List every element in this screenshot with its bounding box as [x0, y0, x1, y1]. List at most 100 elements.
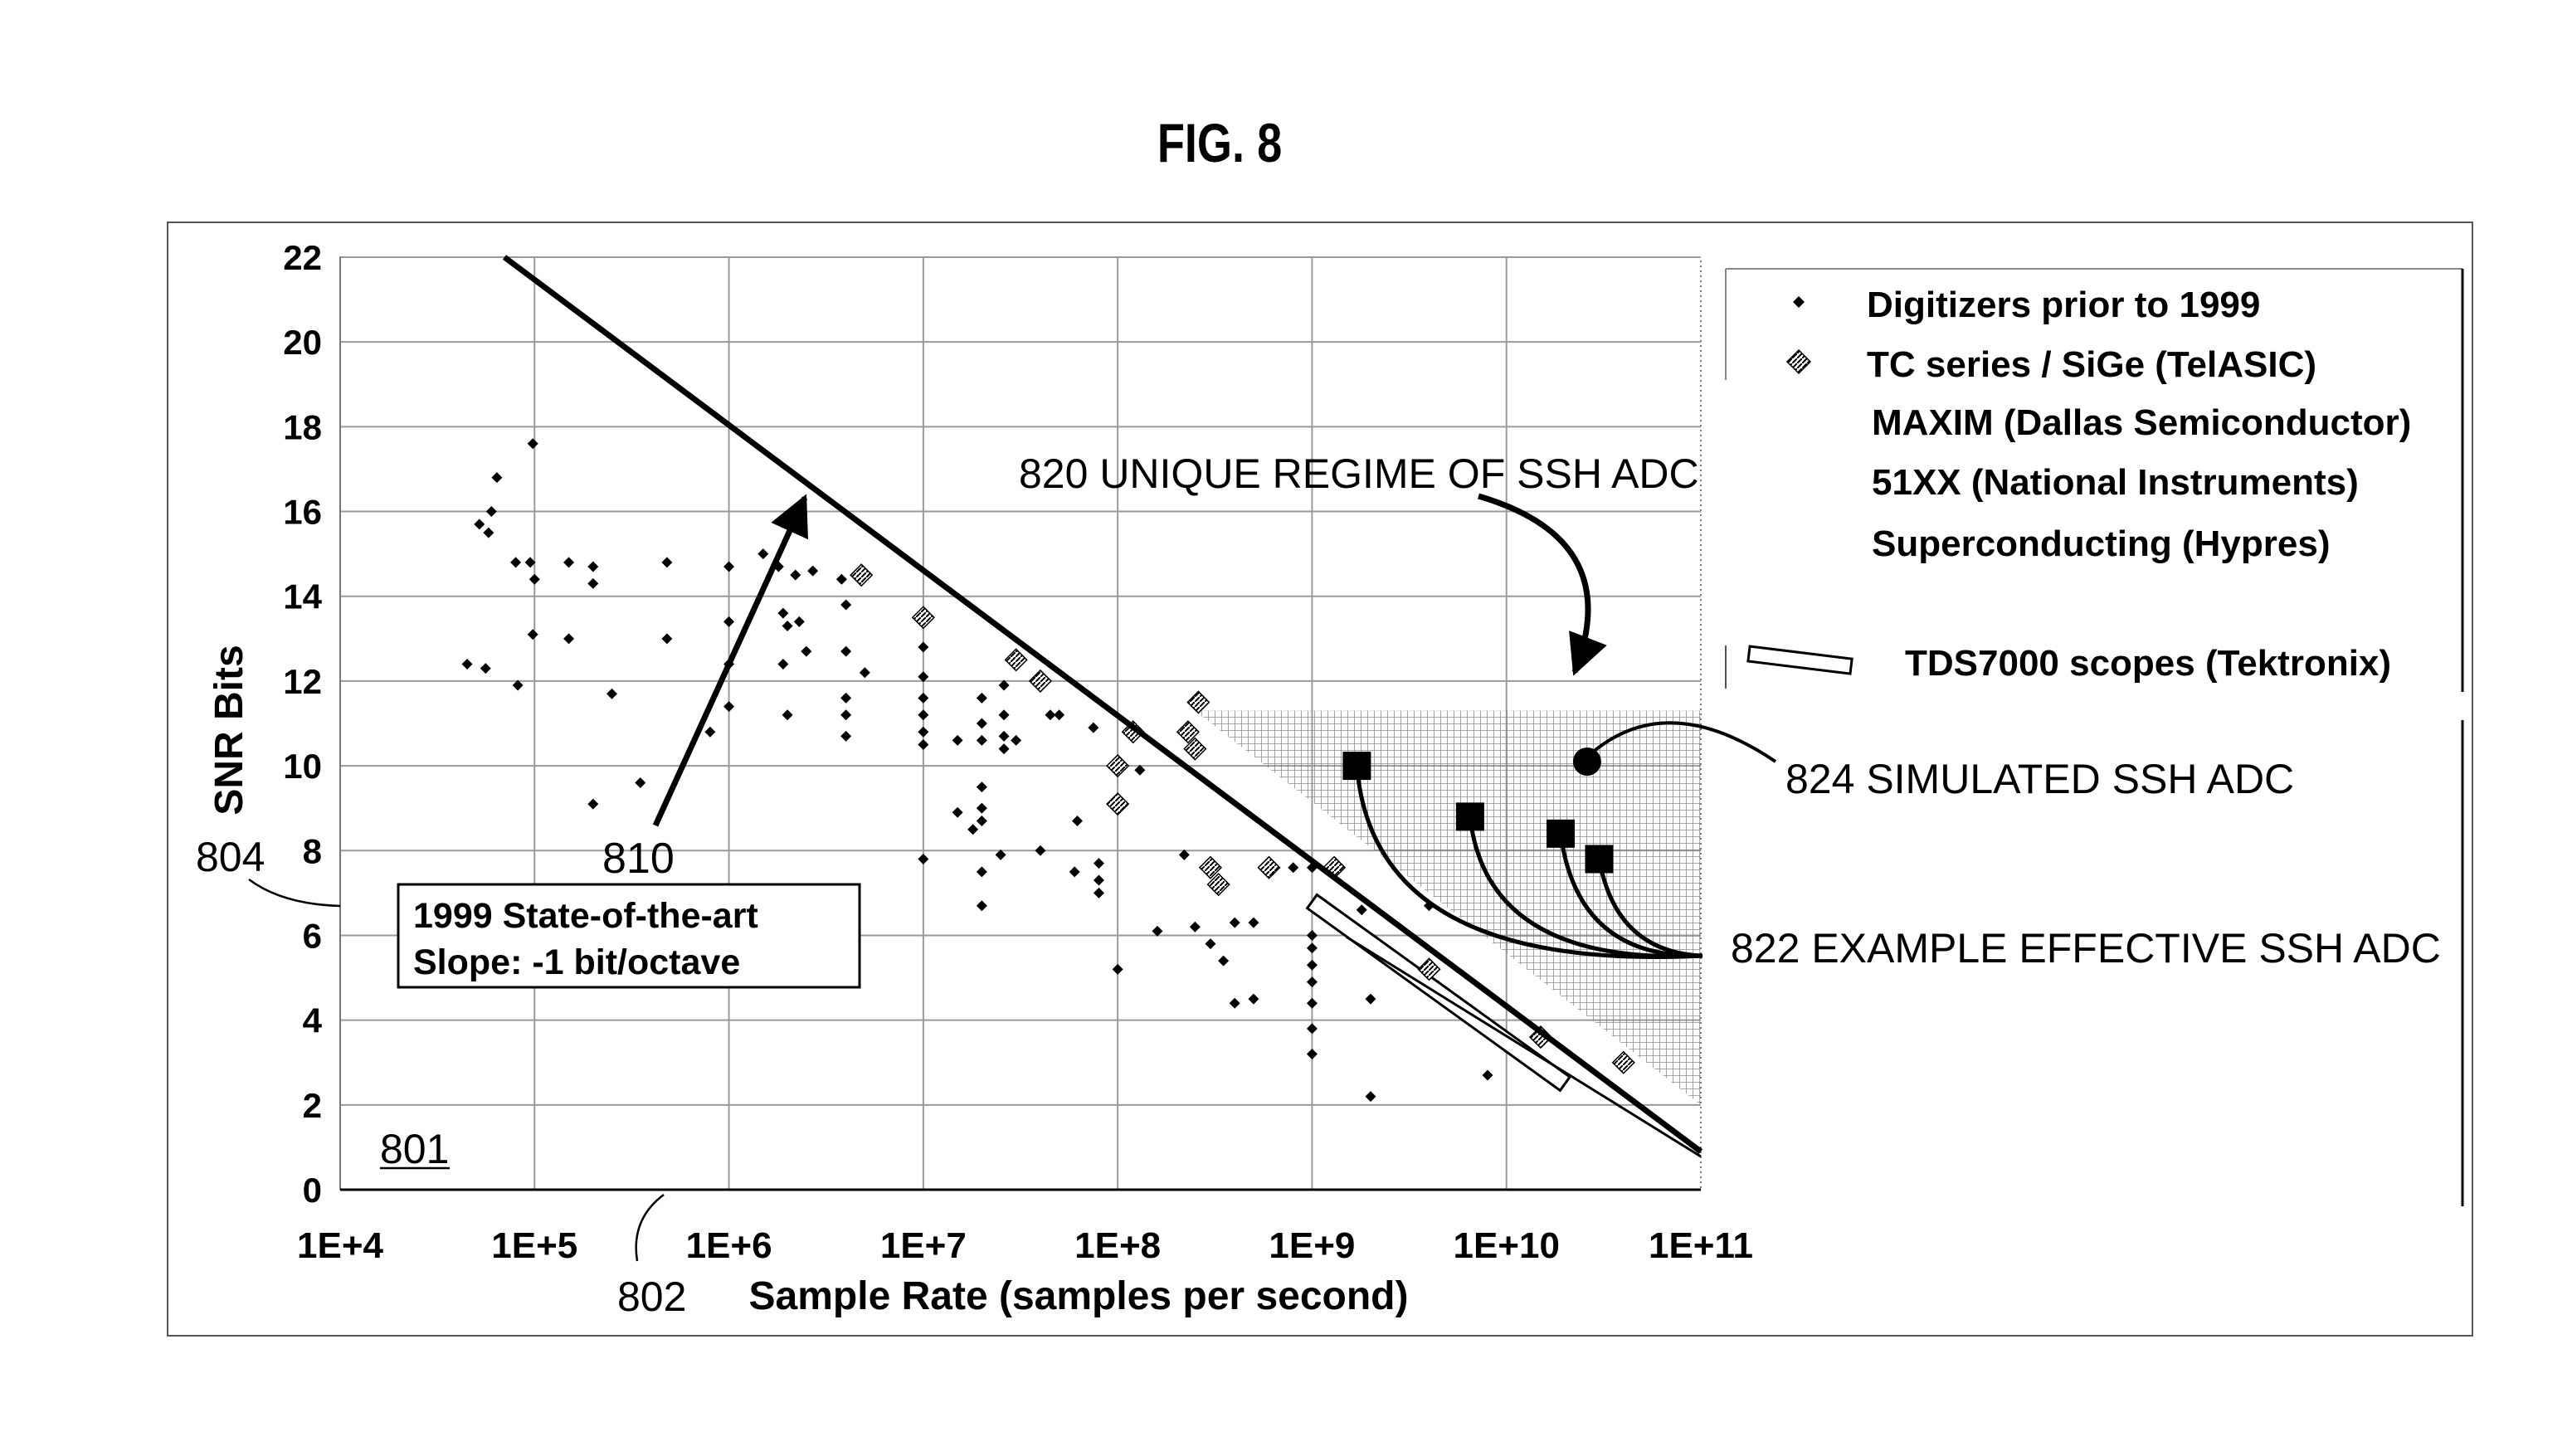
x-tick-label: 1E+10	[1453, 1225, 1559, 1266]
digitizer-point	[1088, 723, 1098, 733]
legend-label: 51XX (National Instruments)	[1872, 462, 2359, 503]
telasic-point	[850, 564, 872, 586]
digitizer-point	[1072, 816, 1083, 826]
legend-marker-small-diamond	[1793, 296, 1805, 308]
digitizer-point	[1190, 922, 1201, 933]
y-tick-label: 12	[283, 662, 322, 701]
legend-marker-bar	[1748, 646, 1852, 674]
y-tick-label: 10	[283, 747, 322, 786]
digitizer-point	[661, 633, 672, 644]
y-tick-label: 16	[283, 493, 322, 532]
digitizer-point	[790, 570, 801, 581]
state-of-art-line2: Slope: -1 bit/octave	[413, 942, 740, 982]
digitizer-point	[1307, 930, 1318, 941]
digitizer-point	[1054, 709, 1064, 720]
ssh-effective-square	[1456, 802, 1484, 830]
digitizer-point	[1218, 956, 1229, 967]
annotation-822: 822 EXAMPLE EFFECTIVE SSH ADC	[1731, 925, 2441, 971]
plot-area: 1E+41E+51E+61E+71E+81E+91E+101E+11 02468…	[283, 238, 1753, 1266]
digitizer-point	[918, 854, 928, 864]
ref-804-leader	[249, 879, 340, 906]
y-tick-label: 0	[303, 1171, 322, 1210]
digitizer-point	[528, 629, 538, 640]
digitizer-point	[1035, 845, 1045, 856]
telasic-point	[1107, 755, 1128, 777]
digitizer-point	[1288, 862, 1298, 873]
x-tick-label: 1E+6	[686, 1225, 772, 1266]
telasic-point	[1187, 691, 1209, 713]
digitizer-point	[1307, 1049, 1318, 1059]
digitizer-point	[918, 709, 928, 720]
digitizer-point	[1365, 994, 1376, 1005]
x-tick-labels: 1E+41E+51E+61E+71E+81E+91E+101E+11	[297, 1225, 1753, 1266]
unique-regime-shaded-area	[1195, 711, 1701, 1105]
digitizer-point	[999, 709, 1010, 720]
digitizer-point	[977, 900, 987, 911]
telasic-point	[1107, 793, 1128, 815]
x-tick-label: 1E+5	[491, 1225, 577, 1266]
digitizer-point	[661, 557, 672, 567]
digitizer-point	[1113, 964, 1123, 975]
digitizer-point	[723, 701, 734, 712]
digitizer-point	[486, 506, 497, 517]
y-tick-label: 8	[303, 831, 322, 870]
x-tick-label: 1E+11	[1649, 1225, 1753, 1266]
y-axis-label: SNR Bits	[207, 645, 251, 815]
digitizer-point	[1230, 998, 1240, 1009]
y-tick-labels: 0246810121416182022	[283, 238, 322, 1210]
ref-804: 804	[196, 834, 265, 880]
digitizer-point	[1230, 918, 1240, 928]
ssh-effective-square	[1585, 845, 1613, 873]
digitizer-point	[807, 566, 818, 577]
x-tick-label: 1E+8	[1074, 1225, 1161, 1266]
digitizer-point	[918, 739, 928, 750]
y-tick-label: 6	[303, 916, 322, 955]
digitizer-point	[1205, 938, 1215, 949]
y-tick-label: 4	[303, 1001, 323, 1040]
digitizer-point	[840, 599, 851, 610]
digitizer-point	[474, 519, 485, 529]
digitizer-point	[840, 731, 851, 742]
state-of-art-line-stroke	[504, 257, 1701, 1152]
legend-label: TDS7000 scopes (Tektronix)	[1905, 643, 2391, 684]
digitizer-point	[952, 807, 963, 818]
digitizer-point	[563, 557, 574, 567]
digitizer-point	[1307, 960, 1318, 971]
telasic-point	[1613, 1052, 1634, 1074]
figure-title: FIG. 8	[1157, 112, 1282, 173]
digitizer-point	[723, 561, 734, 572]
digitizer-point	[918, 693, 928, 704]
digitizer-point	[782, 709, 793, 720]
digitizer-point	[977, 735, 987, 746]
telasic-point	[913, 606, 934, 628]
digitizer-point	[1307, 942, 1318, 953]
y-tick-label: 22	[283, 238, 322, 277]
digitizer-point	[723, 616, 734, 627]
digitizer-point	[635, 777, 645, 788]
digitizer-point	[794, 616, 805, 627]
annotation-820: 820 UNIQUE REGIME OF SSH ADC	[1019, 450, 1699, 497]
digitizer-point	[1094, 875, 1104, 886]
legend-label: TC series / SiGe (TelASIC)	[1867, 344, 2316, 385]
digitizer-point	[999, 731, 1010, 742]
telasic-point	[1258, 857, 1279, 879]
ref-802-leader	[636, 1195, 664, 1261]
digitizer-point	[1248, 918, 1259, 928]
digitizer-point	[967, 824, 978, 835]
digitizer-point	[480, 663, 491, 674]
unique-regime-triangle	[1195, 711, 1701, 1105]
arrow-820	[1478, 496, 1588, 672]
digitizer-point	[528, 438, 538, 449]
x-tick-label: 1E+4	[297, 1225, 384, 1266]
digitizer-point	[840, 693, 851, 704]
digitizer-point	[1365, 1091, 1376, 1102]
digitizer-point	[510, 557, 521, 567]
legend-marker-hatched-diamond	[1787, 350, 1810, 373]
digitizer-point	[529, 574, 540, 585]
x-axis-label: Sample Rate (samples per second)	[749, 1274, 1409, 1318]
legend-label: Superconducting (Hypres)	[1872, 523, 2331, 564]
ref-802: 802	[617, 1273, 686, 1320]
digitizer-point	[1069, 866, 1080, 877]
y-tick-label: 18	[283, 407, 322, 446]
